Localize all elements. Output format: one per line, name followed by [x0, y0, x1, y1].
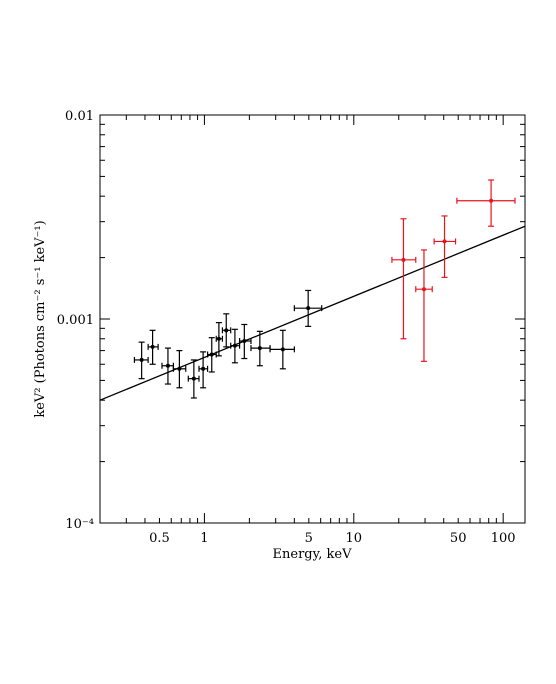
data-marker [306, 306, 311, 311]
data-point [172, 350, 187, 389]
y-tick-labels: 0.01 0.001 10⁻⁴ [57, 109, 94, 532]
data-marker [165, 363, 170, 368]
x-tick-label: 10 [346, 531, 363, 546]
data-marker [224, 328, 229, 333]
data-point [215, 322, 224, 357]
x-axis-label: Energy, keV [273, 547, 353, 562]
data-point [206, 337, 217, 373]
data-marker [421, 287, 426, 292]
data-point [269, 329, 295, 370]
data-marker [442, 239, 447, 244]
data-point [198, 351, 209, 389]
x-tick-label: 5 [305, 531, 313, 546]
y-axis-label: keV² (Photons cm⁻² s⁻¹ keV⁻¹) [33, 220, 48, 417]
minor-ticks [99, 115, 525, 523]
y-tick-label: 0.001 [57, 313, 94, 328]
data-point [293, 289, 323, 327]
data-marker [201, 366, 206, 371]
y-tick-label: 0.01 [65, 109, 94, 124]
data-point [415, 249, 433, 362]
data-marker [150, 344, 155, 349]
data-marker [232, 343, 237, 348]
y-tick-label: 10⁻⁴ [65, 517, 94, 532]
data-point [230, 328, 241, 364]
data-point [147, 329, 159, 365]
data-marker [177, 366, 182, 371]
plot-frame [99, 114, 526, 524]
data-point [456, 179, 516, 227]
x-tick-label: 0.5 [149, 531, 170, 546]
x-tick-label: 50 [450, 531, 467, 546]
data-point [391, 218, 417, 340]
data-marker [242, 339, 247, 344]
data-point [250, 330, 271, 367]
model-layer [99, 225, 526, 401]
data-point [238, 323, 252, 360]
data-marker [401, 257, 406, 262]
data-marker [209, 352, 214, 357]
major-ticks [100, 114, 525, 524]
model-line [99, 225, 526, 401]
x-tick-label: 100 [491, 531, 516, 546]
data-marker [280, 347, 285, 352]
data-points [133, 179, 516, 399]
data-point [221, 313, 232, 348]
data-point [133, 341, 149, 380]
data-point [187, 359, 200, 399]
x-tick-label: 1 [200, 531, 208, 546]
data-marker [191, 376, 196, 381]
data-point [433, 215, 457, 278]
data-marker [257, 346, 262, 351]
data-marker [489, 198, 494, 203]
data-marker [216, 336, 221, 341]
data-point [161, 347, 174, 385]
x-tick-labels: 0.5 1 5 10 50 100 [149, 531, 515, 546]
data-marker [139, 357, 144, 362]
